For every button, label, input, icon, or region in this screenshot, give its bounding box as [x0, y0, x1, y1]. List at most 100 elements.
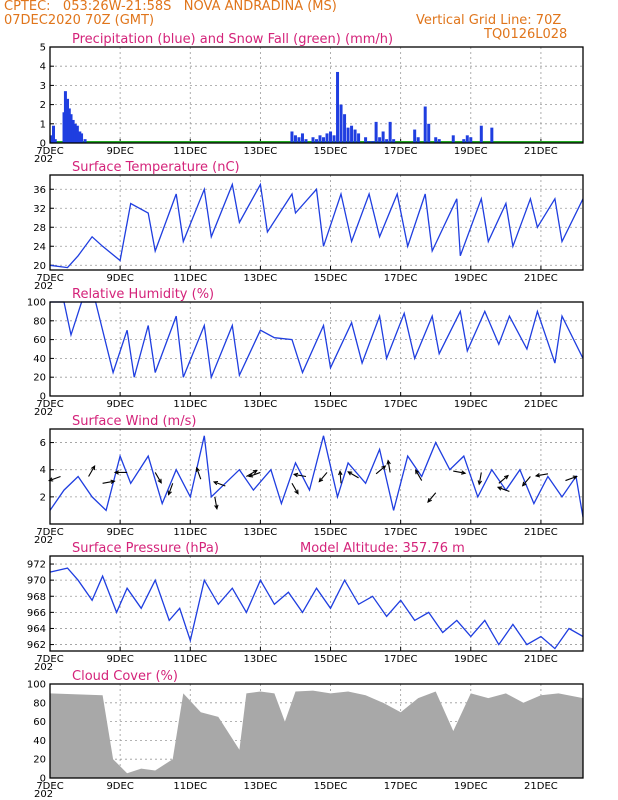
precip-bar [416, 137, 420, 143]
wind-vector-shaft [522, 476, 531, 487]
precip-bar [364, 137, 368, 143]
x-tick-label: 15DEC [314, 146, 348, 157]
wind-vector-head [427, 497, 432, 503]
x-tick-label: 17DEC [384, 527, 418, 538]
wind-vector-shaft [453, 470, 466, 474]
wind-vector-shaft [498, 475, 509, 484]
precip-bar [66, 98, 70, 143]
wind-vector-shaft [196, 467, 202, 480]
wind-vector-shaft [102, 480, 115, 484]
precip-bar [73, 123, 77, 143]
y-tick-label: 20 [33, 373, 46, 384]
y-tick-label: 962 [27, 640, 46, 651]
precip-bar [392, 139, 396, 143]
y-tick-label: 80 [33, 316, 46, 327]
panel-frame [49, 301, 584, 397]
wind-vector-shaft [387, 460, 391, 473]
header-grid-note: Vertical Grid Line: 70Z [416, 13, 562, 28]
precip-bar [53, 139, 57, 143]
wind-vector-head [157, 478, 162, 484]
wind-vector-head [214, 504, 219, 510]
x-tick-label: 19DEC [454, 781, 488, 792]
x-tick-label: 9DEC [106, 399, 133, 410]
wind-vector-head [90, 464, 96, 471]
panel-frame [49, 555, 584, 652]
panel-subtitle: Model Altitude: 357.76 m [300, 541, 465, 556]
y-tick-label: 6 [40, 438, 46, 449]
precip-bar [427, 123, 431, 143]
wind-vector-shaft [213, 481, 226, 487]
x-tick-label: 19DEC [454, 399, 488, 410]
y-tick-label: 60 [33, 335, 46, 346]
x-tick-label: 9DEC [106, 146, 133, 157]
x-tick-label: 15DEC [314, 527, 348, 538]
x-tick-label: 21DEC [524, 781, 558, 792]
x-tick-label: 11DEC [173, 146, 207, 157]
y-tick-label: 2 [40, 100, 46, 111]
x-tick-label: 19DEC [454, 273, 488, 284]
wind-vector-shaft [88, 465, 96, 477]
precip-bar [297, 137, 301, 143]
y-tick-label: 0 [40, 392, 46, 403]
panel-title: Relative Humidity (%) [72, 287, 214, 302]
x-tick-label: 7DEC [36, 146, 63, 157]
precip-bar [69, 114, 73, 143]
panel-frame [49, 174, 584, 271]
precip-bar [343, 114, 347, 143]
panel-title: Cloud Cover (%) [72, 669, 178, 684]
precip-bar [353, 129, 357, 143]
wind-vector-head [110, 479, 116, 484]
x-tick-label: 17DEC [384, 146, 418, 157]
x-tick-label: 13DEC [244, 273, 278, 284]
y-tick-label: 40 [33, 354, 46, 365]
x-tick-label: 15DEC [314, 273, 348, 284]
x-tick-label: 15DEC [314, 654, 348, 665]
precip-bar [325, 133, 329, 143]
wind-vector-head [167, 490, 172, 496]
precip-bar [52, 125, 56, 143]
x-tick-label: 17DEC [384, 654, 418, 665]
panel-surface-pressure-hpa: Surface Pressure (hPa) Model Altitude: 35… [27, 541, 584, 673]
panel-title: Surface Wind (m/s) [72, 414, 196, 429]
series-line [49, 435, 584, 518]
wind-vector-head [415, 469, 420, 475]
wind-vector-head [48, 477, 54, 482]
cloud-cover-area [50, 690, 583, 778]
y-tick-label: 4 [40, 465, 46, 476]
wind-vector-head [212, 480, 219, 486]
y-tick-label: 40 [33, 736, 46, 747]
precip-bar [304, 139, 308, 143]
panel-precipitation-blue-and-snow-fall-green-mm-h: Precipitation (blue) and Snow Fall (gree… [34, 32, 584, 165]
precip-bar [479, 125, 483, 143]
y-tick-label: 5 [40, 43, 46, 54]
y-tick-label: 100 [27, 298, 46, 309]
x-year-fragment: 202 [34, 407, 53, 418]
wind-vector-shaft [536, 473, 549, 477]
x-tick-label: 7DEC [36, 781, 63, 792]
series-line [49, 182, 584, 269]
y-tick-label: 972 [27, 560, 46, 571]
precip-bar [465, 135, 469, 143]
wind-vector-shaft [318, 472, 328, 482]
precip-bar [311, 137, 315, 143]
precip-bar [83, 139, 87, 143]
x-tick-label: 7DEC [36, 654, 63, 665]
wind-vector-shaft [375, 465, 386, 475]
precip-bar [293, 135, 297, 143]
y-tick-label: 32 [33, 204, 46, 215]
series-line [50, 301, 584, 380]
wind-vector-shaft [478, 472, 482, 485]
panel-frame [49, 683, 584, 779]
precip-bar [451, 135, 455, 143]
wind-vector-head [572, 475, 578, 480]
x-tick-label: 9DEC [106, 273, 133, 284]
wind-vector-head [504, 474, 509, 480]
header-line1: CPTEC: 053:26W-21:58S NOVA ANDRADINA (MS… [4, 0, 337, 14]
wind-vector-shaft [49, 475, 61, 482]
precip-bar [318, 135, 322, 143]
wind-vector-head [252, 469, 258, 475]
x-tick-label: 9DEC [106, 527, 133, 538]
x-tick-label: 13DEC [244, 146, 278, 157]
x-tick-label: 13DEC [244, 781, 278, 792]
